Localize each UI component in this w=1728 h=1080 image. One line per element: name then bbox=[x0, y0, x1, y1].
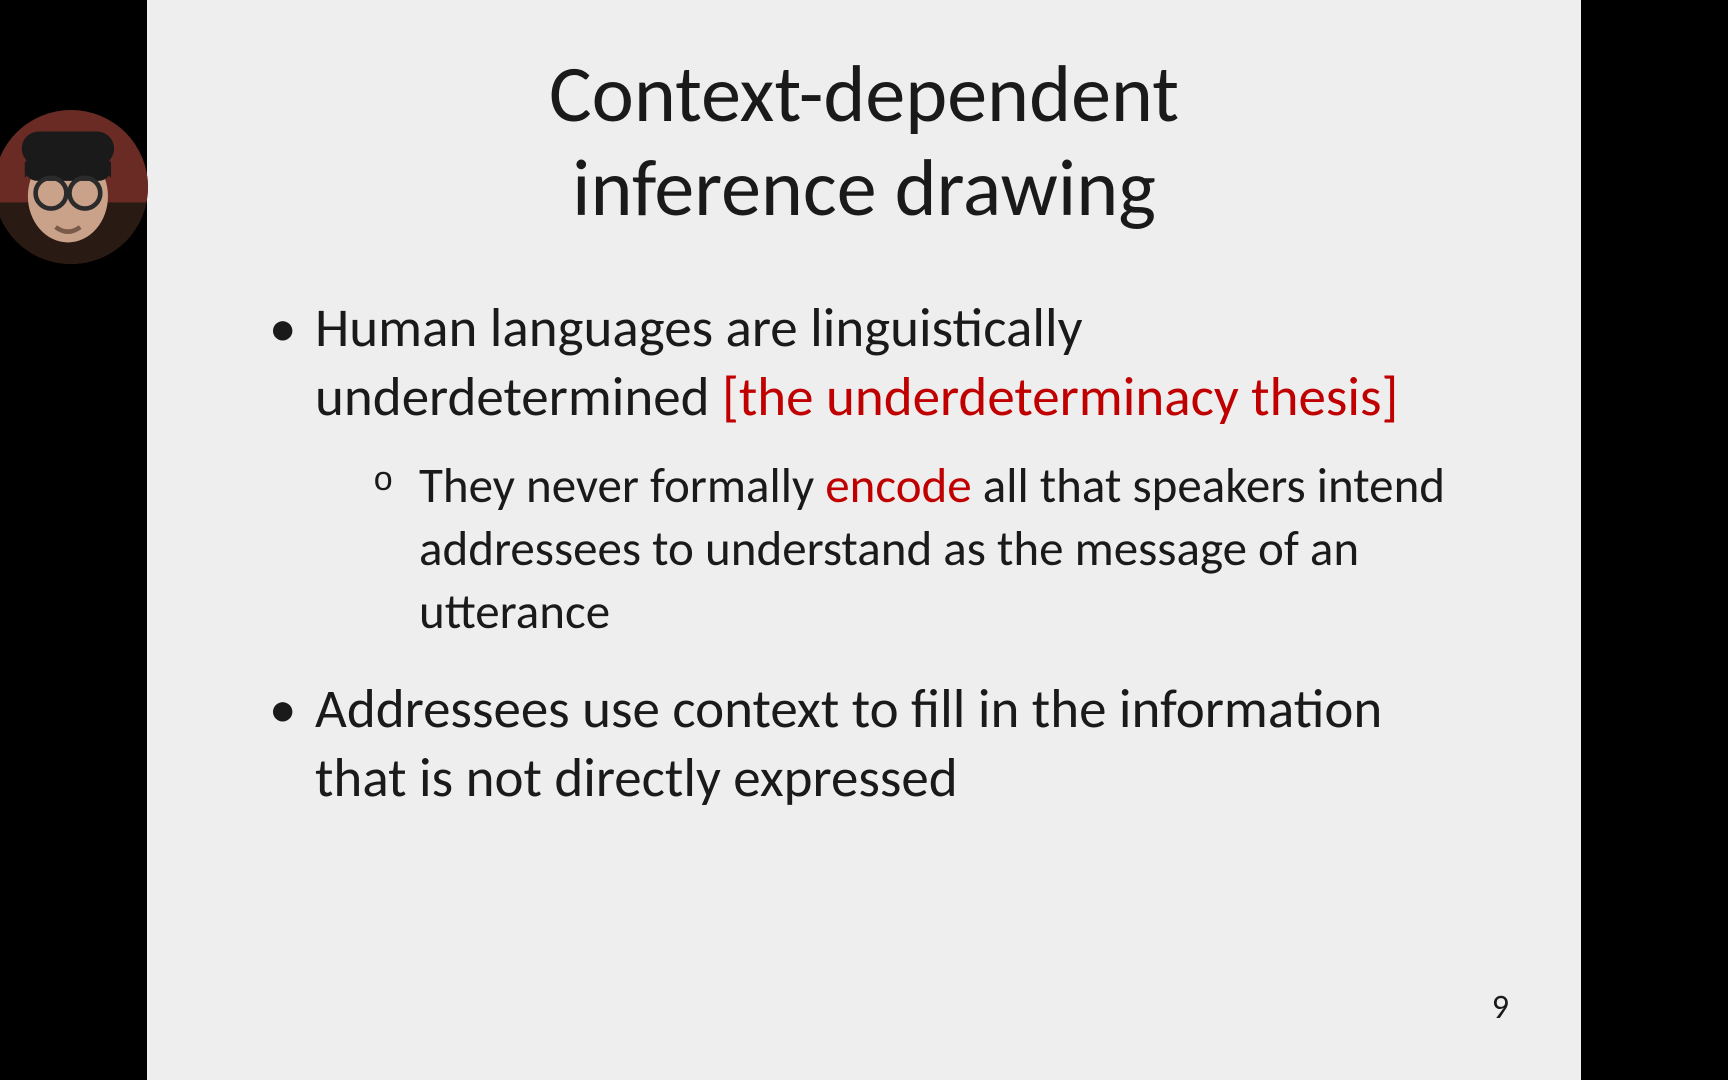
bullet-1: Human languages are linguistically under… bbox=[257, 293, 1471, 644]
bullet-1-text-accent: [the underdeterminacy thesis] bbox=[722, 363, 1398, 430]
presenter-webcam bbox=[0, 110, 148, 264]
presenter-avatar-icon bbox=[0, 110, 148, 264]
slide-title: Context-dependent inference drawing bbox=[147, 48, 1581, 237]
video-stage: Context-dependent inference drawing Huma… bbox=[0, 0, 1728, 1080]
presentation-slide: Context-dependent inference drawing Huma… bbox=[147, 0, 1581, 1080]
bullet-2: Addressees use context to fill in the in… bbox=[257, 674, 1471, 813]
slide-title-line-2: inference drawing bbox=[572, 140, 1156, 237]
slide-title-line-1: Context-dependent bbox=[549, 46, 1179, 143]
sub-bullet-1-1-accent: encode bbox=[825, 456, 971, 516]
sub-bullet-1-1-pre: They never formally bbox=[419, 456, 825, 516]
slide-body: Human languages are linguistically under… bbox=[147, 293, 1581, 812]
bullet-list: Human languages are linguistically under… bbox=[257, 293, 1471, 812]
sub-bullet-list-1: They never formally encode all that spea… bbox=[315, 455, 1471, 643]
page-number: 9 bbox=[1492, 987, 1509, 1028]
sub-bullet-1-1: They never formally encode all that spea… bbox=[373, 455, 1471, 643]
bullet-2-text: Addressees use context to fill in the in… bbox=[315, 675, 1382, 811]
